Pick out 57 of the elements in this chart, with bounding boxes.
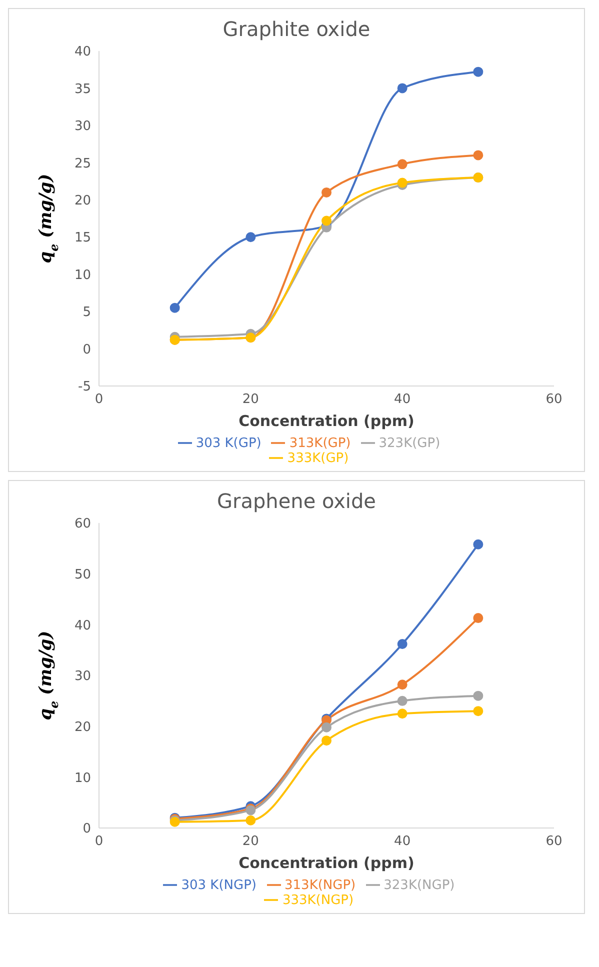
point — [397, 159, 408, 170]
x-tick-label: 0 — [94, 834, 104, 850]
x-tick-label: 20 — [242, 834, 259, 850]
x-tick-label: 40 — [394, 834, 411, 850]
legend-label: 333K(GP) — [287, 451, 349, 466]
y-tick-label: 50 — [74, 567, 91, 582]
y-tick-label: 30 — [74, 669, 91, 684]
chart-title: Graphite oxide — [222, 17, 372, 41]
x-tick-label: 40 — [394, 392, 411, 408]
point — [473, 690, 484, 701]
point — [397, 638, 408, 649]
point — [397, 680, 408, 690]
x-axis-title: Concentration (ppm) — [238, 854, 414, 872]
legend-label: 303 K(NGP) — [181, 878, 256, 893]
y-tick-label: 20 — [74, 720, 91, 735]
y-tick-label: 15 — [74, 230, 91, 246]
point — [322, 722, 332, 732]
point — [473, 706, 484, 716]
y-tick-label: 35 — [74, 82, 91, 97]
y-tick-label: 5 — [82, 305, 91, 320]
y-tick-label: 0 — [82, 342, 91, 358]
point — [473, 613, 484, 624]
point — [170, 302, 180, 313]
y-tick-label: 25 — [74, 156, 91, 172]
x-tick-label: 20 — [242, 392, 259, 408]
y-tick-label: 30 — [74, 119, 91, 134]
y-tick-label: 60 — [74, 516, 91, 532]
point — [246, 232, 256, 242]
y-tick-label: 10 — [74, 770, 91, 786]
point — [473, 66, 484, 77]
point — [397, 83, 408, 94]
y-tick-label: -5 — [78, 380, 91, 395]
y-tick-label: 10 — [74, 268, 91, 283]
legend-label: 313K(GP) — [289, 436, 351, 451]
x-axis-title: Concentration (ppm) — [238, 412, 414, 430]
y-tick-label: 0 — [82, 822, 91, 837]
point — [473, 539, 484, 550]
x-tick-label: 0 — [94, 392, 104, 408]
point — [322, 216, 332, 226]
point — [322, 187, 332, 198]
legend-label: 323K(NGP) — [384, 878, 455, 893]
x-tick-label: 60 — [546, 834, 562, 850]
point — [322, 736, 332, 746]
y-tick-label: 20 — [74, 194, 91, 209]
point — [246, 815, 256, 826]
point — [397, 178, 408, 188]
legend-label: 323K(GP) — [378, 436, 440, 451]
legend-label: 333K(NGP) — [282, 893, 354, 908]
point — [473, 150, 484, 160]
y-tick-label: 40 — [74, 44, 91, 60]
chart-title: Graphene oxide — [216, 489, 377, 513]
point — [397, 696, 408, 706]
point — [397, 708, 408, 719]
y-tick-label: 40 — [74, 618, 91, 634]
legend-label: 313K(NGP) — [284, 878, 356, 893]
x-tick-label: 60 — [546, 392, 562, 408]
legend-label: 303 K(GP) — [196, 436, 262, 451]
